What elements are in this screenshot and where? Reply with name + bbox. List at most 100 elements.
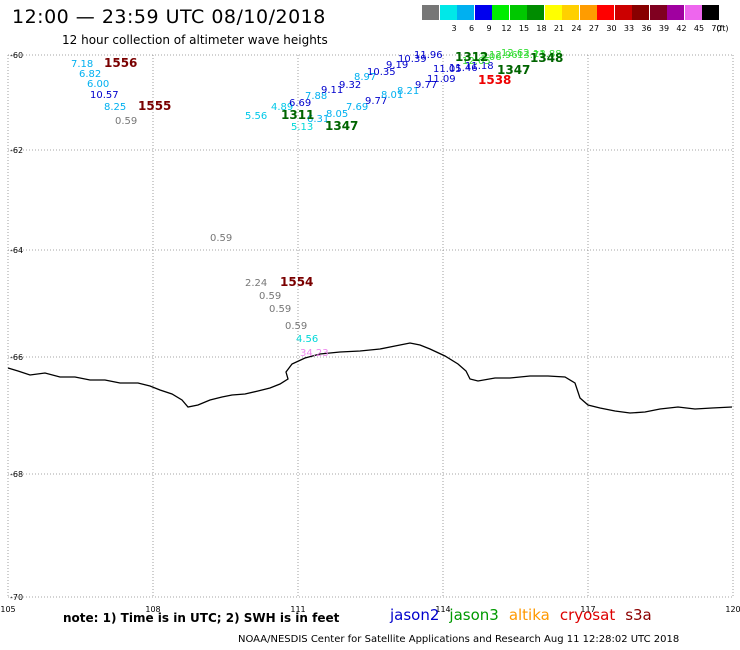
legend-label: 39 <box>658 24 670 33</box>
legend-label: 18 <box>536 24 547 33</box>
wave-height-value: 9.19 <box>386 60 408 71</box>
legend-swatch <box>649 5 667 20</box>
legend-label: 6 <box>468 24 475 33</box>
legend-swatch <box>684 5 702 20</box>
wave-height-value: 9.77 <box>415 80 437 91</box>
wave-height-value: 7.18 <box>71 59 93 70</box>
wave-height-value: 0.59 <box>269 304 291 315</box>
wave-height-value: 11.05 <box>433 64 462 75</box>
wave-height-color-legend: 3 6 9 12 15 18 21 24 27 30 33 36 39 42 45 70 (ft) <box>422 5 729 35</box>
wave-height-value: 6.31 <box>307 114 329 125</box>
legend-label: 21 <box>553 24 565 33</box>
pass-time: 1347 <box>325 119 358 133</box>
wave-height-value: 4.89 <box>271 102 293 113</box>
legend-swatch <box>614 5 632 20</box>
wave-height-value: 8.01 <box>381 90 403 101</box>
lat-label: -64 <box>10 246 23 255</box>
satellite-cryosat: cryosat <box>559 606 616 624</box>
wave-height-value: 6.82 <box>79 69 101 80</box>
wave-height-value: 13.88 <box>533 49 562 60</box>
satellite-s3a: s3a <box>625 606 652 624</box>
wave-height-value: 10.57 <box>90 90 119 101</box>
legend-swatch <box>527 5 544 20</box>
wave-height-value: 11.18 <box>465 61 494 72</box>
legend-label: 15 <box>518 24 530 33</box>
pass-time: 1556 <box>104 56 137 70</box>
wave-height-value: 11.46 <box>449 63 478 74</box>
wave-height-value: 8.05 <box>326 109 348 120</box>
footer-note: note: 1) Time is in UTC; 2) SWH is in fe… <box>63 611 340 625</box>
pass-time: 1347 <box>497 63 530 77</box>
legend-swatch <box>632 5 649 20</box>
map-subtitle: 12 hour collection of altimeter wave hei… <box>62 33 328 47</box>
lon-label: 111 <box>290 605 305 614</box>
legend-swatch <box>492 5 509 20</box>
legend-label: 42 <box>676 24 687 33</box>
legend-swatch <box>667 5 684 20</box>
legend-swatch <box>474 5 492 20</box>
wave-height-value: 6.69 <box>289 98 311 109</box>
wave-height-value: 9.77 <box>365 96 387 107</box>
legend-label: 33 <box>623 24 635 33</box>
map-title: 12:00 — 23:59 UTC 08/10/2018 <box>12 6 326 28</box>
wave-height-value: 9.11 <box>321 85 343 96</box>
legend-swatch <box>544 5 562 20</box>
lon-label: 108 <box>145 605 160 614</box>
satellite-jason2: jason2 <box>390 606 440 624</box>
legend-swatch <box>579 5 597 20</box>
legend-label: 70 <box>711 24 722 33</box>
wave-height-value: 11.96 <box>414 50 443 61</box>
legend-swatch <box>562 5 579 20</box>
legend-label: 24 <box>571 24 582 33</box>
lat-label: -68 <box>10 470 23 479</box>
wave-height-value: 10.35 <box>367 67 396 78</box>
wave-height-value: 13.06 <box>473 52 502 63</box>
wave-height-value: 0.59 <box>285 321 307 332</box>
wave-height-value: 10.39 <box>398 54 427 65</box>
legend-label: 36 <box>641 24 652 33</box>
wave-height-value: 8.21 <box>397 86 419 97</box>
satellite-altika: altika <box>508 606 550 624</box>
legend-label: 3 <box>451 24 457 33</box>
pass-time: 1538 <box>478 73 511 87</box>
wave-height-value: 6.00 <box>87 79 109 90</box>
pass-time: 1312 <box>455 50 488 64</box>
pass-time: 1311 <box>281 108 314 122</box>
lat-label: -70 <box>10 593 23 602</box>
wave-height-value: 0.59 <box>115 116 137 127</box>
wave-height-value: 5.13 <box>291 122 313 133</box>
wave-height-value: 12.62 <box>501 48 530 59</box>
lon-label: 120 <box>725 605 740 614</box>
wave-height-value: 9.32 <box>339 80 361 91</box>
wave-height-value: 0.59 <box>210 233 232 244</box>
wave-height-value: 11.09 <box>427 74 456 85</box>
wave-height-value: 8.97 <box>354 72 376 83</box>
legend-label: 12 <box>501 24 512 33</box>
pass-time: 1554 <box>280 275 313 289</box>
lon-label: 105 <box>0 605 15 614</box>
wave-height-value: 7.69 <box>346 102 368 113</box>
antarctic-coastline <box>7 342 733 414</box>
legend-swatch <box>509 5 527 20</box>
legend-label: 30 <box>606 24 617 33</box>
legend-unit: (ft) <box>716 24 729 33</box>
wave-height-value: 12.96 <box>489 50 518 61</box>
wave-height-value: 7.88 <box>305 91 327 102</box>
lat-label: -62 <box>10 146 23 155</box>
legend-swatch <box>457 5 474 20</box>
legend-swatch <box>702 5 719 20</box>
legend-label: 27 <box>588 24 600 33</box>
lon-label: 117 <box>580 605 595 614</box>
lat-label: -66 <box>10 353 23 362</box>
legend-label: 9 <box>486 24 492 33</box>
lat-label: -60 <box>10 51 23 60</box>
wave-height-value: 0.59 <box>259 291 281 302</box>
axis-labels: -60 -62 -64 -66 -68 -70 105 108 111 114 117 120 <box>0 51 740 614</box>
legend-swatch <box>597 5 614 20</box>
wave-height-value: 8.25 <box>104 102 126 113</box>
credit-line: NOAA/NESDIS Center for Satellite Applica… <box>238 634 680 645</box>
legend-swatch <box>439 5 457 20</box>
